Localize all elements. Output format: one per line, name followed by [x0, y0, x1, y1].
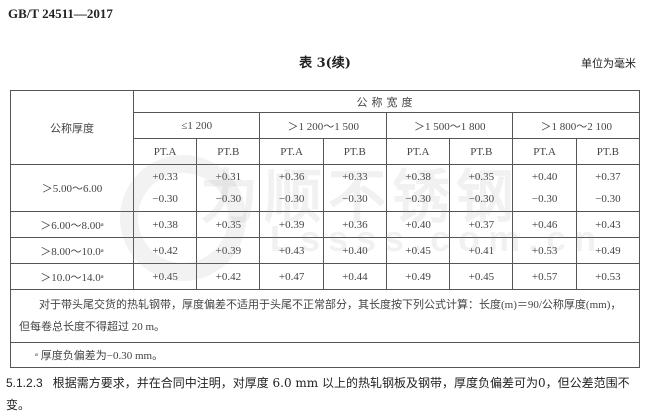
- tolerance-cell: +0.33 −0.30: [132, 164, 198, 212]
- grade-header: PT.A: [132, 138, 198, 165]
- tolerance-cell: +0.53: [575, 263, 641, 290]
- tolerance-cell: +0.42: [132, 237, 198, 264]
- grade-header: PT.A: [385, 138, 451, 165]
- tolerance-cell: +0.49: [575, 237, 641, 264]
- table-row: ＞10.0～14.0ᵃ +0.45 +0.42 +0.47 +0.44 +0.49 +0.4…: [10, 263, 641, 290]
- tolerance-cell: +0.57: [512, 263, 577, 290]
- table-note: 对于带头尾交货的热轧钢带，厚度偏差不适用于头尾不正常部分，其长度按下列公式计算：…: [10, 289, 640, 343]
- tolerance-cell: +0.38: [132, 211, 198, 238]
- minus-value: −0.30: [278, 193, 305, 205]
- tolerance-cell: +0.42: [196, 263, 261, 290]
- minus-value: −0.30: [531, 193, 558, 205]
- tolerance-cell: +0.45: [132, 263, 198, 290]
- tolerance-cell: +0.37 −0.30: [575, 164, 641, 212]
- clause-number: 5.1.2.3: [6, 376, 43, 390]
- plus-value: +0.35: [468, 171, 495, 183]
- thickness-range: ＞8.00～10.0ᵃ: [10, 237, 134, 264]
- tolerance-cell: +0.43: [575, 211, 641, 238]
- standard-number: GB/T 24511—2017: [8, 6, 113, 21]
- clause-paragraph: 5.1.2.3 根据需方要求，并在合同中注明，对厚度 6.0 mm 以上的热轧钢板…: [6, 372, 646, 416]
- width-range: ＞1 500～1 800: [385, 112, 514, 139]
- tolerance-cell: +0.36: [322, 211, 387, 238]
- tolerance-cell: +0.38 −0.30: [385, 164, 451, 212]
- tolerance-cell: +0.39: [196, 237, 261, 264]
- plus-value: +0.38: [405, 171, 431, 183]
- tolerance-cell: +0.41: [449, 237, 514, 264]
- plus-value: +0.31: [215, 171, 242, 183]
- table-footnote: ᵃ 厚度负偏差为−0.30 mm。: [10, 342, 640, 368]
- unit-label: 单位为毫米: [581, 57, 636, 70]
- thickness-range: ＞5.00～6.00: [10, 164, 134, 212]
- minus-value: −0.30: [152, 193, 178, 205]
- tolerance-cell: +0.31 −0.30: [196, 164, 261, 212]
- table-title: 表 3(续): [299, 56, 351, 71]
- thickness-range: ＞10.0～14.0ᵃ: [10, 263, 134, 290]
- tolerance-cell: +0.40 −0.30: [512, 164, 577, 212]
- grade-header: PT.B: [196, 138, 261, 165]
- plus-value: +0.37: [595, 171, 621, 183]
- minus-value: −0.30: [215, 193, 242, 205]
- clause-text: 根据需方要求，并在合同中注明，对厚度 6.0 mm 以上的热轧钢板及钢带，厚度负…: [6, 376, 630, 412]
- table-row: ＞8.00～10.0ᵃ +0.42 +0.39 +0.43 +0.40 +0.45 +0.4…: [10, 237, 641, 264]
- tolerance-cell: +0.44: [322, 263, 387, 290]
- thickness-range: ＞6.00～8.00ᵃ: [10, 211, 134, 238]
- width-range: ＞1 200～1 500: [259, 112, 387, 139]
- tolerance-cell: +0.53: [512, 237, 577, 264]
- minus-value: −0.30: [405, 193, 431, 205]
- grade-header: PT.A: [512, 138, 577, 165]
- minus-value: −0.30: [468, 193, 495, 205]
- tolerance-cell: +0.45: [385, 237, 451, 264]
- group-header: 公称宽度: [132, 90, 641, 113]
- tolerance-table: 公称厚度 公称宽度 ≤1 200 ＞1 200～1 500 ＞1 500～1 800 ＞…: [10, 90, 641, 368]
- tolerance-cell: +0.37: [449, 211, 514, 238]
- tolerance-cell: +0.35: [196, 211, 261, 238]
- tolerance-cell: +0.36 −0.30: [259, 164, 324, 212]
- width-range: ＞1 800～2 100: [512, 112, 640, 139]
- tolerance-cell: +0.49: [385, 263, 451, 290]
- plus-value: +0.40: [531, 171, 558, 183]
- tolerance-cell: +0.40: [385, 211, 451, 238]
- grade-header: PT.B: [322, 138, 387, 165]
- minus-value: −0.30: [595, 193, 621, 205]
- tolerance-cell: +0.46: [512, 211, 577, 238]
- table-row: ＞6.00～8.00ᵃ +0.38 +0.35 +0.39 +0.36 +0.40 +0.3…: [10, 211, 641, 238]
- minus-value: −0.30: [342, 193, 368, 205]
- row-header: 公称厚度: [10, 90, 134, 165]
- tolerance-cell: +0.35 −0.30: [449, 164, 514, 212]
- grade-header: PT.A: [259, 138, 324, 165]
- plus-value: +0.36: [278, 171, 305, 183]
- table-row: ＞5.00～6.00 +0.33 −0.30 +0.31 −0.30 +0.36 −0.30…: [10, 164, 641, 212]
- tolerance-cell: +0.47: [259, 263, 324, 290]
- tolerance-cell: +0.45: [449, 263, 514, 290]
- tolerance-cell: +0.39: [259, 211, 324, 238]
- grade-header: PT.B: [449, 138, 514, 165]
- tolerance-cell: +0.43: [259, 237, 324, 264]
- plus-value: +0.33: [152, 171, 178, 183]
- grade-header: PT.B: [575, 138, 641, 165]
- tolerance-cell: +0.40: [322, 237, 387, 264]
- plus-value: +0.33: [342, 171, 368, 183]
- width-range: ≤1 200: [132, 112, 261, 139]
- tolerance-cell: +0.33 −0.30: [322, 164, 387, 212]
